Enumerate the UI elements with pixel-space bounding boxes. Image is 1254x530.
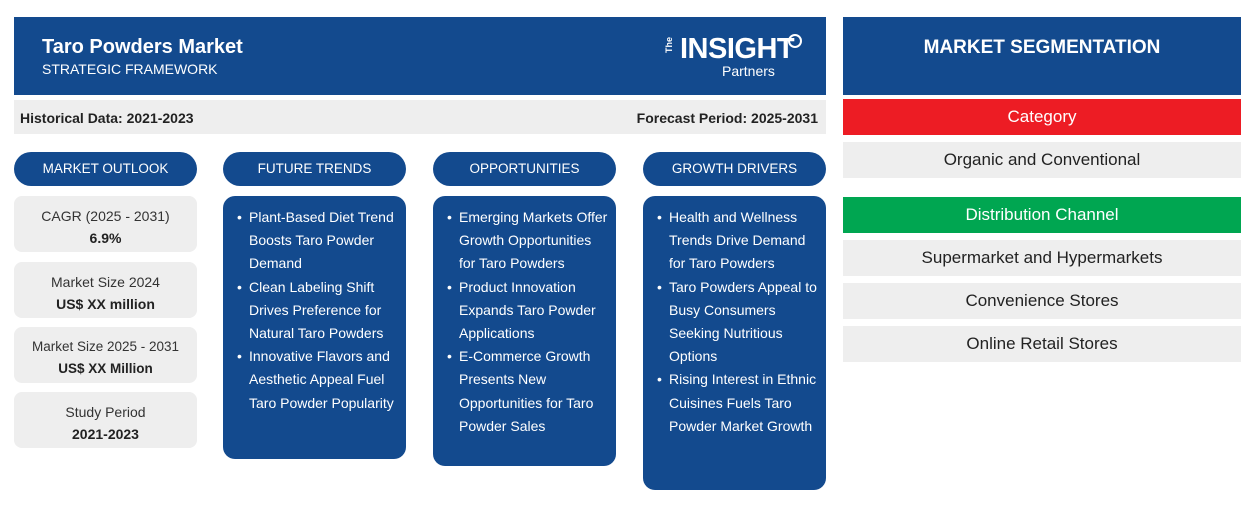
list-item: Clean Labeling Shift Drives Preference f… xyxy=(237,276,398,346)
stat-value: 6.9% xyxy=(89,230,122,246)
category-header: Category xyxy=(843,99,1241,135)
page-subtitle: STRATEGIC FRAMEWORK xyxy=(42,61,218,77)
list-item: Rising Interest in Ethnic Cuisines Fuels… xyxy=(657,368,818,438)
distribution-channel-header: Distribution Channel xyxy=(843,197,1241,233)
stat-box-market-size-forecast: Market Size 2025 - 2031 US$ XX Million xyxy=(14,327,197,383)
logo-sub-text: Partners xyxy=(722,63,775,79)
stat-label: Market Size 2024 xyxy=(51,274,160,290)
logo-main-text: INSIGHT xyxy=(680,33,795,65)
segment-item-online: Online Retail Stores xyxy=(843,326,1241,362)
market-outlook-heading: MARKET OUTLOOK xyxy=(14,152,197,186)
stat-box-study-period: Study Period 2021-2023 xyxy=(14,392,197,448)
segment-item-supermarket: Supermarket and Hypermarkets xyxy=(843,240,1241,276)
opportunities-heading: OPPORTUNITIES xyxy=(433,152,616,186)
stat-label: CAGR (2025 - 2031) xyxy=(41,208,170,224)
future-trends-card: Plant-Based Diet Trend Boosts Taro Powde… xyxy=(223,196,406,459)
stat-box-market-size-2024: Market Size 2024 US$ XX million xyxy=(14,262,197,318)
opportunities-card: Emerging Markets Offer Growth Opportunit… xyxy=(433,196,616,466)
list-item: Taro Powders Appeal to Busy Consumers Se… xyxy=(657,276,818,369)
logo-small-text: The xyxy=(664,37,674,54)
list-item: Product Innovation Expands Taro Powder A… xyxy=(447,276,608,346)
historical-data: Historical Data: 2021-2023 xyxy=(20,110,194,126)
stat-value: US$ XX million xyxy=(56,296,155,312)
list-item: Innovative Flavors and Aesthetic Appeal … xyxy=(237,345,398,415)
list-item: Plant-Based Diet Trend Boosts Taro Powde… xyxy=(237,206,398,276)
stat-label: Market Size 2025 - 2031 xyxy=(31,339,180,354)
stat-box-cagr: CAGR (2025 - 2031) 6.9% xyxy=(14,196,197,252)
forecast-period: Forecast Period: 2025-2031 xyxy=(636,110,818,126)
logo-ring-icon xyxy=(788,34,802,48)
header-banner xyxy=(14,17,826,95)
insight-partners-logo: The INSIGHT Partners xyxy=(664,33,804,81)
list-item: E-Commerce Growth Presents New Opportuni… xyxy=(447,345,608,438)
stat-value: 2021-2023 xyxy=(72,426,139,442)
future-trends-heading: FUTURE TRENDS xyxy=(223,152,406,186)
growth-drivers-heading: GROWTH DRIVERS xyxy=(643,152,826,186)
segmentation-title: MARKET SEGMENTATION xyxy=(843,17,1241,95)
segment-item-organic: Organic and Conventional xyxy=(843,142,1241,178)
list-item: Emerging Markets Offer Growth Opportunit… xyxy=(447,206,608,276)
page-title: Taro Powders Market xyxy=(42,36,243,58)
date-bar xyxy=(14,100,826,134)
growth-drivers-card: Health and Wellness Trends Drive Demand … xyxy=(643,196,826,490)
list-item: Health and Wellness Trends Drive Demand … xyxy=(657,206,818,276)
segment-item-convenience: Convenience Stores xyxy=(843,283,1241,319)
stat-label: Study Period xyxy=(65,404,146,420)
stat-value: US$ XX Million xyxy=(58,361,153,376)
